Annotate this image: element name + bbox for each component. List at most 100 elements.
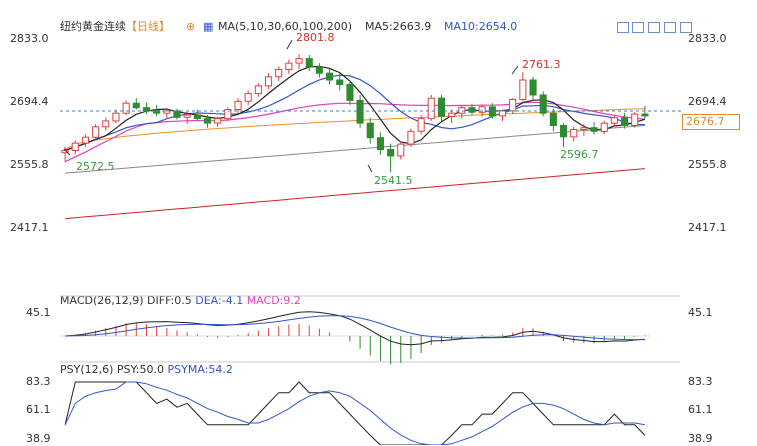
candle-body [519, 79, 527, 100]
candle-body [71, 142, 79, 151]
psy-name: PSY(12,6) [60, 363, 114, 376]
candle-body [600, 122, 608, 132]
toolbar-icon-3[interactable] [648, 22, 660, 33]
ma-settings-icon[interactable]: ▦ [203, 20, 214, 33]
price-tick-right: 2417.1 [688, 221, 727, 234]
candle-body [295, 58, 303, 64]
candle-body [549, 112, 557, 126]
low-annotation: 2541.5 [374, 174, 413, 187]
high-annotation: 2801.8 [296, 31, 335, 44]
price-tick-right: 2555.8 [688, 158, 727, 171]
candle-body [132, 102, 140, 109]
candle-body [356, 99, 364, 124]
high-arrow [286, 39, 293, 50]
candle-body [498, 110, 506, 117]
psy-tick-right: 83.3 [688, 375, 713, 388]
candle-body [203, 118, 211, 124]
candle-body [336, 79, 344, 85]
toolbar-icon-2[interactable] [632, 22, 644, 33]
price-tick-right: 2833.0 [688, 32, 727, 45]
candle-body [142, 107, 150, 111]
toolbar-icon-5[interactable] [680, 22, 692, 33]
candle-body [305, 58, 313, 68]
price-tick-left: 2833.0 [10, 32, 49, 45]
candle-body [387, 149, 395, 157]
candle-body [92, 126, 100, 138]
candle-body [407, 130, 415, 145]
macd-title: MACD(26,12,9) DIFF:0.5 DEA:-4.1 MACD:9.2 [60, 294, 301, 308]
candle-body [346, 84, 354, 101]
candle-body [244, 93, 252, 102]
candle-body [610, 117, 618, 124]
psy-tick-left: 83.3 [26, 375, 51, 388]
candle-body [193, 114, 201, 120]
candle-body [376, 137, 384, 150]
candle-body [458, 107, 466, 114]
ma200-line [65, 168, 645, 220]
candle-body [122, 102, 130, 114]
instrument-title: 纽约黄金连续【日线】 [60, 20, 170, 34]
candle-body [621, 117, 629, 126]
macd-diff: DIFF:0.5 [147, 294, 192, 307]
ma60-line [64, 108, 645, 150]
candle-body [81, 136, 90, 144]
candle-body [112, 112, 120, 122]
candle-body [275, 69, 283, 78]
macd-tick-left: 45.1 [26, 306, 51, 319]
add-circle-icon[interactable]: ⊕ [186, 20, 196, 33]
macd-tick-right: 45.1 [688, 306, 713, 319]
candle-body [153, 109, 161, 114]
candle-body [366, 122, 374, 139]
ma100-line [65, 124, 645, 174]
candle-body [631, 113, 639, 126]
candle-body [427, 97, 435, 120]
candle-body [397, 143, 405, 157]
candle-body [224, 109, 232, 120]
candle-body [448, 112, 456, 117]
psy-line [64, 381, 646, 445]
price-tick-left: 2555.8 [10, 158, 49, 171]
candle-body [529, 79, 537, 96]
candle-body [183, 114, 191, 118]
candle-body [509, 99, 517, 112]
candle-body [234, 100, 242, 111]
ma-title: MA(5,10,30,60,100,200) [218, 20, 353, 33]
candle-body [102, 120, 110, 128]
candle-body [265, 76, 273, 87]
psy-tick-right: 38.9 [688, 432, 713, 445]
candle-body [570, 129, 578, 138]
ma5-value: MA5:2663.9 [365, 20, 432, 33]
toolbar-icon-1[interactable] [617, 22, 629, 33]
price-tick-left: 2694.4 [10, 95, 49, 108]
candle-body [437, 97, 445, 117]
ma30-line [64, 101, 645, 163]
psyma-value: PSYMA:54.2 [167, 363, 233, 376]
candle-body [478, 106, 486, 113]
macd-name: MACD(26,12,9) [60, 294, 144, 307]
current-price-label: 2676.7 [682, 114, 740, 130]
psy-value: PSY:50.0 [116, 363, 164, 376]
price-tick-left: 2417.1 [10, 221, 49, 234]
toolbar-icon-4[interactable] [664, 22, 676, 33]
low-annotation: 2596.7 [560, 148, 599, 161]
candle-body [539, 94, 547, 114]
candle-body [326, 72, 334, 81]
candle-body [560, 124, 568, 138]
ma10-value: MA10:2654.0 [444, 20, 518, 33]
macd-dea-line [65, 315, 645, 341]
candle-body [468, 107, 476, 113]
high-arrow [511, 65, 519, 75]
psy-tick-right: 61.1 [688, 403, 713, 416]
ma10-line [64, 74, 645, 151]
candle-body [417, 118, 425, 132]
candle-body [641, 113, 649, 117]
psy-tick-left: 61.1 [26, 403, 51, 416]
low-arrow [63, 148, 71, 156]
macd-dea: DEA:-4.1 [195, 294, 244, 307]
candle-body [315, 66, 323, 74]
period-label[interactable]: 【日线】 [126, 20, 170, 33]
low-arrow [367, 164, 373, 173]
psyma-line [64, 381, 645, 445]
